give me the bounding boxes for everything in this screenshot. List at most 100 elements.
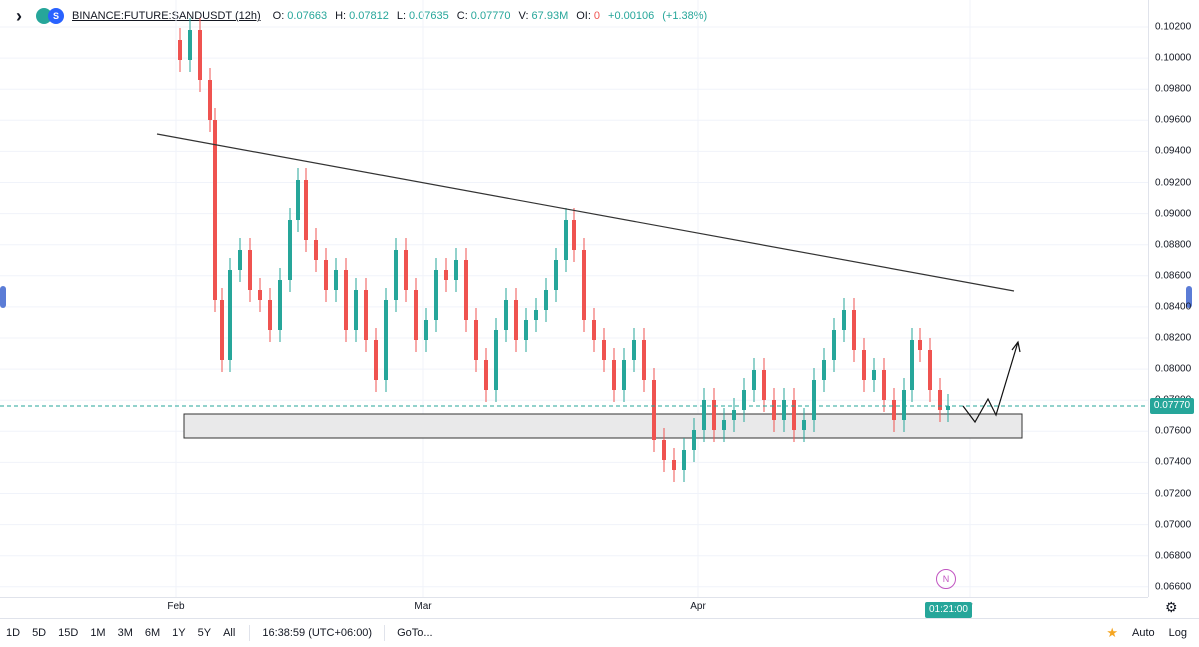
star-icon[interactable]: ★: [1106, 625, 1118, 640]
price-tick: 0.10000: [1155, 52, 1192, 64]
candle-body: [354, 290, 358, 330]
range-5y-button[interactable]: 5Y: [197, 627, 212, 639]
sand-logo-icon: S: [48, 8, 64, 24]
candle-body: [902, 390, 906, 420]
candle-body: [572, 220, 576, 250]
candle-body: [672, 460, 676, 470]
range-3m-button[interactable]: 3M: [117, 627, 133, 639]
candle-body: [612, 360, 616, 390]
time-tick-apr: Apr: [690, 601, 706, 612]
candle-body: [662, 440, 666, 460]
goto-button[interactable]: GoTo...: [397, 627, 433, 639]
price-tick: 0.09200: [1155, 177, 1192, 188]
candle-body: [544, 290, 548, 310]
clock-timezone[interactable]: 16:38:59 (UTC+06:00): [262, 627, 373, 639]
range-1y-button[interactable]: 1Y: [172, 627, 186, 639]
time-tick-feb: Feb: [167, 601, 185, 612]
auto-scale-button[interactable]: Auto: [1132, 627, 1155, 639]
candle-body: [582, 250, 586, 320]
range-all-button[interactable]: All: [223, 627, 236, 639]
candle-body: [334, 270, 338, 290]
candle-body: [344, 270, 348, 330]
candle-body: [208, 80, 212, 120]
candle-body: [454, 260, 458, 280]
candle-body: [652, 380, 656, 440]
range-6m-button[interactable]: 6M: [144, 627, 161, 639]
candle-body: [296, 180, 300, 220]
candle-body: [892, 400, 896, 420]
symbol-name[interactable]: BINANCE:FUTURE:SANDUSDT (12h): [72, 10, 261, 22]
price-tick: 0.07000: [1155, 519, 1192, 531]
low-value: 0.07635: [409, 10, 449, 22]
price-tick: 0.08000: [1155, 363, 1192, 375]
change-value: +0.00106: [608, 10, 655, 22]
candle-body: [258, 290, 262, 300]
toolbar-divider: [384, 625, 386, 641]
range-15d-button[interactable]: 15D: [58, 627, 79, 639]
collapse-legend-chevron-icon[interactable]: ›: [16, 5, 22, 26]
change-percent: (+1.38%): [662, 10, 708, 22]
chart-legend: › S BINANCE:FUTURE:SANDUSDT (12h) O: 0.0…: [16, 6, 715, 26]
volume-label: V:: [518, 10, 529, 22]
left-panel-handle[interactable]: [0, 286, 6, 308]
candle-body: [822, 360, 826, 380]
price-scale[interactable]: 0.10200 0.10000 0.09800 0.09600 0.09400 0.092…: [1148, 0, 1199, 597]
candle-body: [248, 250, 252, 290]
candle-body: [782, 400, 786, 420]
candle-body: [722, 420, 726, 430]
candle-body: [910, 340, 914, 390]
candle-body: [524, 320, 528, 340]
range-1m-button[interactable]: 1M: [90, 627, 106, 639]
price-tick: 0.08600: [1155, 270, 1192, 282]
range-5d-button[interactable]: 5D: [32, 627, 47, 639]
toolbar-divider: [249, 625, 251, 641]
projection-path[interactable]: [962, 341, 1019, 424]
time-tick-mar: Mar: [414, 601, 432, 612]
open-label: O:: [272, 10, 285, 22]
chart-pane[interactable]: [0, 0, 1148, 597]
volume-value: 67.93M: [531, 10, 569, 22]
candle-body: [842, 310, 846, 330]
candle-body: [474, 320, 478, 360]
price-tick: 0.09800: [1155, 83, 1192, 95]
candle-body: [564, 220, 568, 260]
candle-body: [938, 390, 942, 410]
candle-body: [278, 280, 282, 330]
range-1d-button[interactable]: 1D: [6, 627, 21, 639]
candle-body: [364, 290, 368, 340]
candle-body: [484, 360, 488, 390]
candle-body: [268, 300, 272, 330]
high-value: 0.07812: [349, 10, 389, 22]
price-tick: 0.08200: [1155, 332, 1192, 344]
price-tick: 0.09400: [1155, 145, 1192, 157]
price-tick: 0.07600: [1155, 425, 1192, 437]
candle-body: [288, 220, 292, 280]
candle-body: [732, 410, 736, 420]
candle-body: [812, 380, 816, 420]
candle-body: [802, 420, 806, 430]
candle-body: [394, 250, 398, 300]
time-axis[interactable]: Feb Mar Apr y: [0, 597, 1148, 618]
descending-trendline[interactable]: [156, 133, 1015, 292]
bottom-toolbar: 1D 5D 15D 1M 3M 6M 1Y 5Y All 16:38:59 (U…: [0, 618, 1199, 647]
close-value: 0.07770: [470, 10, 511, 22]
log-scale-button[interactable]: Log: [1168, 627, 1187, 639]
projection-arrowhead-icon: [1011, 340, 1021, 353]
candle-body: [384, 300, 388, 380]
chart-canvas[interactable]: [0, 0, 1148, 597]
settings-gear-icon[interactable]: ⚙: [1165, 599, 1178, 615]
candle-body: [602, 340, 606, 360]
price-tick: 0.07200: [1155, 488, 1192, 499]
candle-body: [213, 120, 217, 300]
candle-body: [534, 310, 538, 320]
close-label: C:: [456, 10, 468, 22]
current-price-label: 0.07770: [1150, 398, 1194, 414]
right-panel-handle[interactable]: [1186, 286, 1192, 308]
price-tick: 0.06800: [1155, 550, 1192, 562]
candle-body: [692, 430, 696, 450]
support-zone-rectangle[interactable]: [183, 413, 1023, 439]
candle-body: [946, 406, 950, 410]
news-badge-icon[interactable]: N: [936, 569, 956, 589]
candle-body: [742, 390, 746, 410]
candle-body: [304, 180, 308, 240]
